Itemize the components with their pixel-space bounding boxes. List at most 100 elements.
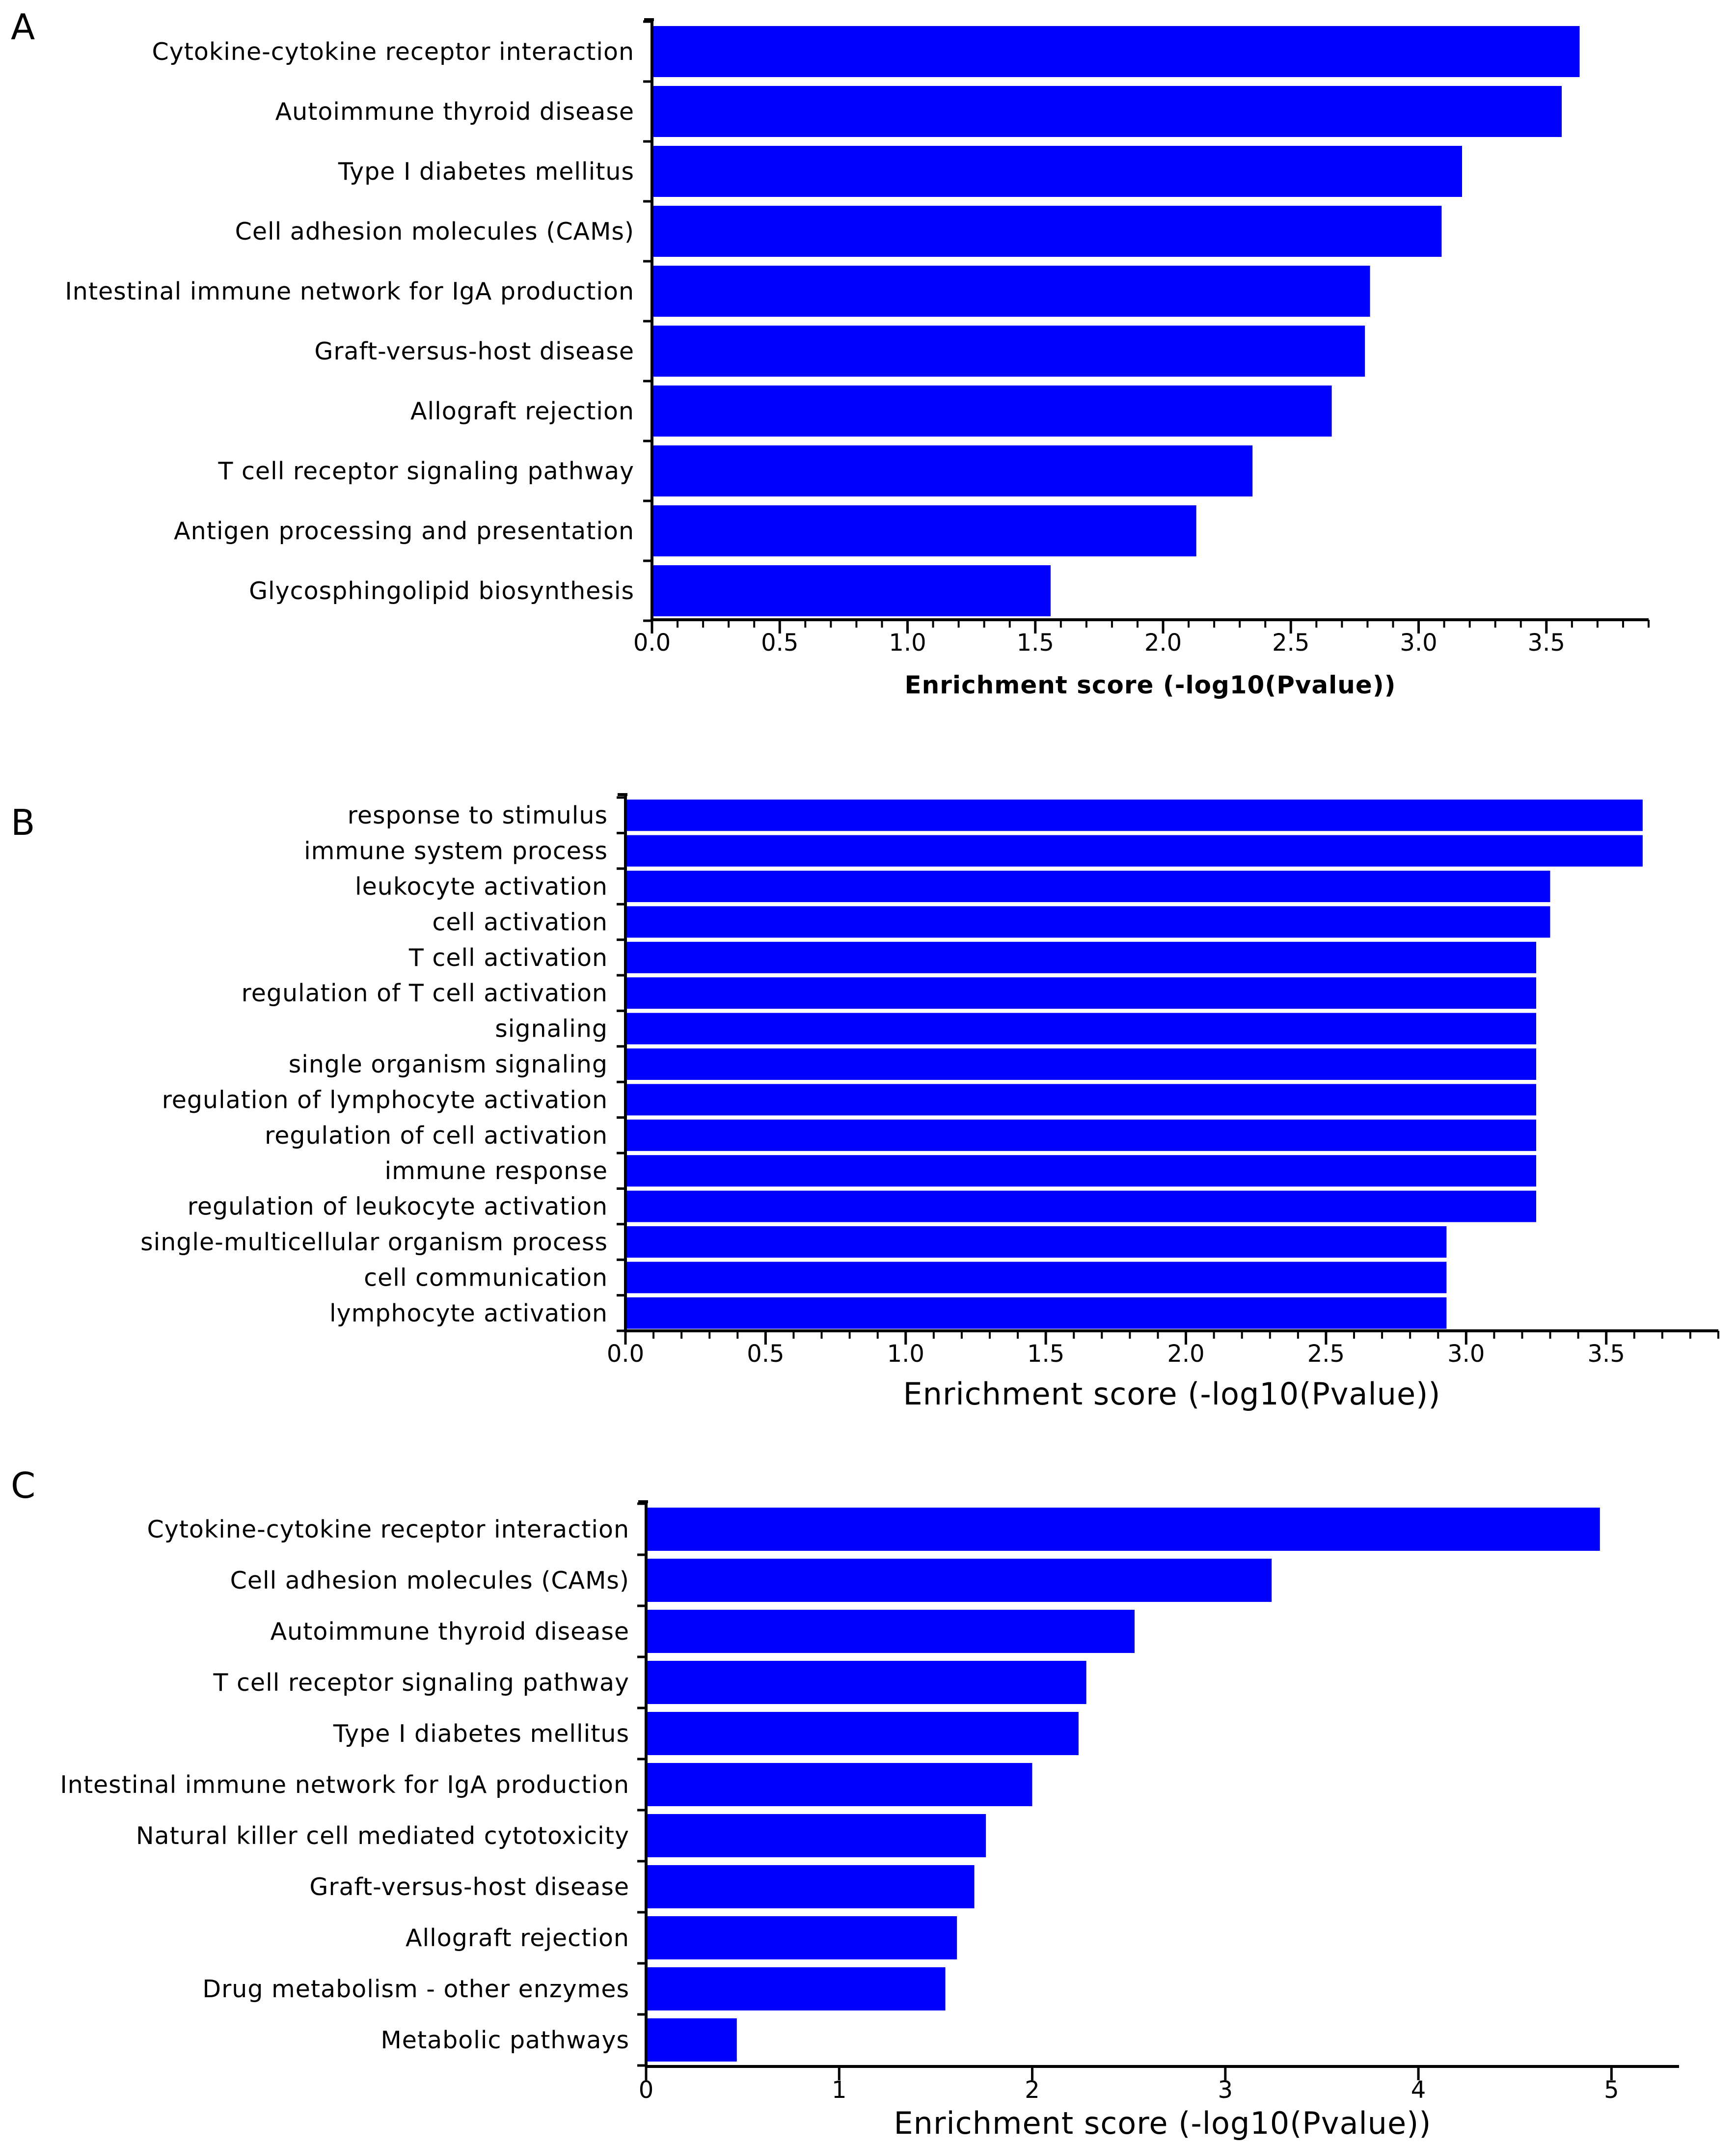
category-label: regulation of leukocyte activation	[188, 1193, 608, 1221]
bar	[625, 1155, 1536, 1187]
x-tick-label: 3.0	[1400, 629, 1437, 657]
category-label: Type I diabetes mellitus	[338, 158, 634, 186]
category-label: signaling	[495, 1015, 608, 1043]
category-label: regulation of lymphocyte activation	[162, 1086, 608, 1114]
category-label: Cytokine-cytokine receptor interaction	[147, 1515, 630, 1543]
x-tick-label: 2.5	[1307, 1340, 1345, 1368]
bar	[646, 1967, 946, 2010]
x-tick-label: 2.5	[1272, 629, 1309, 657]
category-label: immune response	[385, 1157, 608, 1185]
category-label: Intestinal immune network for IgA produc…	[60, 1771, 629, 1799]
bar	[646, 1712, 1079, 1755]
x-tick-label: 1.5	[1017, 629, 1054, 657]
bar	[625, 941, 1536, 973]
category-label: cell communication	[364, 1264, 608, 1292]
bar	[652, 385, 1332, 437]
category-label: Graft-versus-host disease	[309, 1873, 629, 1901]
category-label: Cell adhesion molecules (CAMs)	[230, 1567, 629, 1595]
bar	[646, 1559, 1272, 1602]
bar	[625, 871, 1550, 902]
x-tick-label: 3	[1218, 2076, 1233, 2104]
category-label: response to stimulus	[348, 801, 608, 829]
bar	[625, 977, 1536, 1009]
bar	[652, 206, 1442, 257]
x-axis-title: Enrichment score (-log10(Pvalue))	[894, 2105, 1432, 2141]
category-label: Type I diabetes mellitus	[333, 1720, 629, 1748]
category-label: cell activation	[432, 908, 608, 936]
x-tick-label: 4	[1411, 2076, 1426, 2104]
x-tick-label: 0.5	[761, 629, 798, 657]
category-label: Autoimmune thyroid disease	[271, 1618, 629, 1646]
x-tick-label: 2	[1025, 2076, 1040, 2104]
bar	[652, 326, 1365, 377]
category-label: T cell receptor signaling pathway	[217, 457, 634, 485]
category-label: Allograft rejection	[406, 1924, 629, 1952]
chart-panel-c: C Cytokine-cytokine receptor interaction C…	[11, 1465, 1679, 2141]
x-tick-label: 2.0	[1167, 1340, 1204, 1368]
x-tick-label: 2.0	[1144, 629, 1182, 657]
bar	[652, 505, 1196, 556]
bar	[652, 565, 1051, 616]
x-tick-label: 0.5	[747, 1340, 784, 1368]
x-tick-label: 3.5	[1528, 629, 1565, 657]
category-label: single-multicellular organism process	[140, 1228, 608, 1256]
x-tick-label: 1	[832, 2076, 847, 2104]
category-label: single organism signaling	[289, 1050, 608, 1078]
category-label: immune system process	[304, 837, 608, 865]
bar	[625, 906, 1550, 938]
x-tick-label: 1.0	[887, 1340, 924, 1368]
panel-letter: C	[11, 1465, 35, 1506]
bar	[646, 1763, 1032, 1806]
bar	[646, 1814, 986, 1857]
bar	[646, 1610, 1135, 1653]
bar	[646, 1508, 1600, 1551]
chart-panel-a: A Cytokine-cytokine receptor interaction A…	[11, 6, 1650, 699]
category-label: Graft-versus-host disease	[314, 337, 634, 365]
bar	[625, 1084, 1536, 1116]
bar	[646, 2018, 737, 2062]
category-label: Antigen processing and presentation	[174, 517, 634, 545]
category-label: T cell activation	[408, 944, 608, 972]
bar	[625, 1226, 1447, 1258]
bar	[646, 1916, 957, 1959]
bar	[625, 1262, 1447, 1294]
bar	[625, 1119, 1536, 1151]
category-label: Intestinal immune network for IgA produc…	[65, 277, 634, 305]
category-label: Cell adhesion molecules (CAMs)	[235, 218, 634, 246]
x-tick-label: 1.5	[1027, 1340, 1064, 1368]
category-label: T cell receptor signaling pathway	[213, 1669, 629, 1697]
x-tick-label: 0	[639, 2076, 654, 2104]
x-tick-label: 0.0	[607, 1340, 644, 1368]
category-label: Natural killer cell mediated cytotoxicit…	[136, 1822, 629, 1850]
x-tick-label: 3.5	[1588, 1340, 1625, 1368]
category-label: regulation of cell activation	[265, 1122, 608, 1150]
bar	[652, 86, 1562, 137]
x-tick-label: 3.0	[1447, 1340, 1485, 1368]
panel-letter: A	[11, 6, 35, 48]
bar	[646, 1661, 1086, 1704]
bar	[625, 799, 1643, 831]
category-label: lymphocyte activation	[329, 1299, 608, 1327]
x-axis-title: Enrichment score (-log10(Pvalue))	[904, 671, 1396, 699]
bar	[625, 1048, 1536, 1080]
bar	[625, 1297, 1447, 1329]
x-tick-label: 5	[1604, 2076, 1619, 2104]
category-label: Glycosphingolipid biosynthesis	[249, 577, 634, 605]
x-axis-title: Enrichment score (-log10(Pvalue))	[903, 1376, 1441, 1412]
bar	[652, 445, 1253, 496]
x-tick-label: 1.0	[889, 629, 926, 657]
bar	[625, 835, 1643, 867]
bar	[652, 266, 1370, 317]
panel-letter: B	[11, 802, 35, 843]
category-label: Metabolic pathways	[380, 2026, 629, 2054]
category-label: regulation of T cell activation	[242, 979, 608, 1007]
bar	[625, 1013, 1536, 1045]
category-label: Drug metabolism - other enzymes	[202, 1975, 629, 2003]
x-tick-label: 0.0	[633, 629, 671, 657]
bar	[646, 1865, 975, 1908]
category-label: leukocyte activation	[355, 873, 608, 901]
bar	[652, 146, 1462, 197]
bar	[625, 1190, 1536, 1222]
